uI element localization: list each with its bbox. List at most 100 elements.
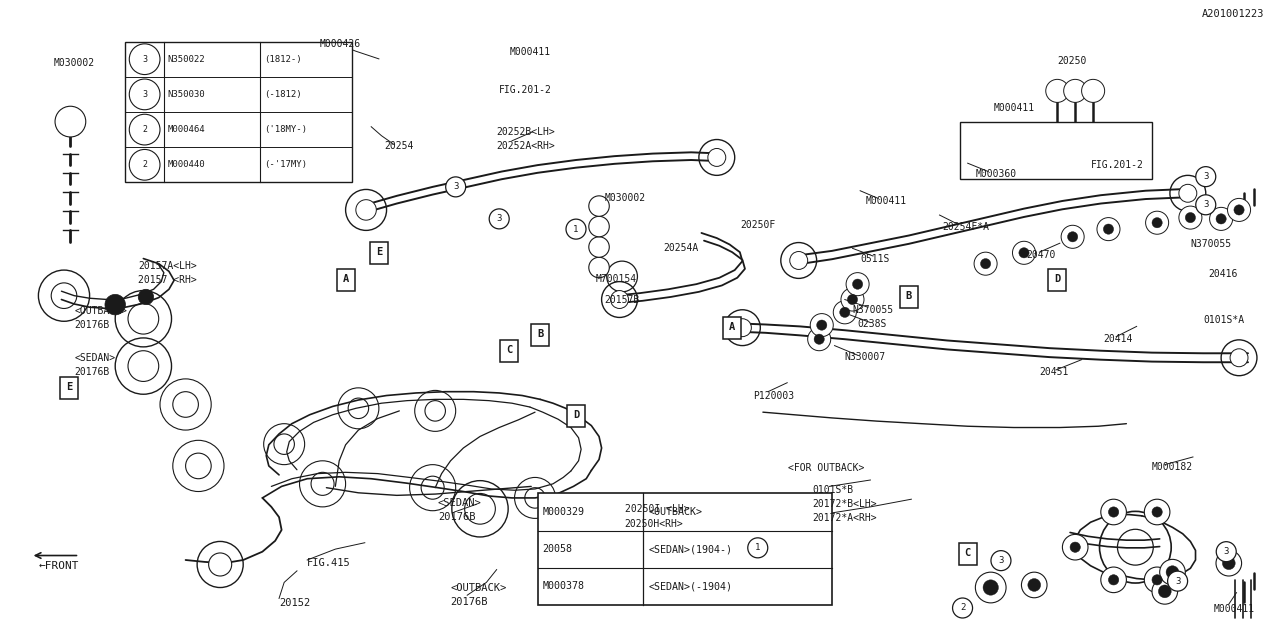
Bar [531, 324, 549, 346]
Text: 1: 1 [755, 543, 760, 552]
Bar [1048, 269, 1066, 291]
Text: P120003: P120003 [753, 390, 794, 401]
Text: (1812-): (1812-) [264, 54, 301, 64]
Text: 20254A: 20254A [663, 243, 699, 253]
Text: ('18MY-): ('18MY-) [264, 125, 307, 134]
Text: M000378: M000378 [543, 581, 585, 591]
Text: 20152: 20152 [279, 598, 310, 608]
Circle shape [841, 288, 864, 311]
Text: M000440: M000440 [168, 160, 205, 170]
Text: M000329: M000329 [543, 507, 585, 517]
Text: 20172*B<LH>: 20172*B<LH> [813, 499, 877, 509]
Circle shape [1179, 184, 1197, 202]
Text: 20470: 20470 [1027, 250, 1056, 260]
Circle shape [1179, 206, 1202, 229]
Circle shape [840, 307, 850, 317]
Circle shape [1068, 232, 1078, 242]
Text: E: E [376, 248, 381, 257]
Text: <FOR OUTBACK>: <FOR OUTBACK> [788, 463, 865, 474]
Circle shape [209, 553, 232, 576]
Circle shape [991, 550, 1011, 571]
Circle shape [105, 294, 125, 315]
Circle shape [129, 114, 160, 145]
Circle shape [1070, 542, 1080, 552]
Circle shape [817, 320, 827, 330]
Text: 20176B: 20176B [438, 512, 475, 522]
Text: M000411: M000411 [993, 102, 1034, 113]
Text: N330007: N330007 [845, 352, 886, 362]
Bar [723, 317, 741, 339]
Circle shape [1103, 224, 1114, 234]
Circle shape [55, 106, 86, 137]
Text: 2: 2 [142, 160, 147, 170]
Circle shape [852, 279, 863, 289]
Bar [370, 243, 388, 264]
Circle shape [1216, 550, 1242, 576]
Circle shape [1108, 575, 1119, 585]
Text: 3: 3 [1175, 577, 1180, 586]
Text: (-1812): (-1812) [264, 90, 301, 99]
Text: E: E [67, 382, 72, 392]
Text: M000360: M000360 [975, 169, 1016, 179]
Circle shape [1196, 166, 1216, 187]
Text: 20414: 20414 [1103, 334, 1133, 344]
Circle shape [1160, 559, 1185, 585]
Circle shape [1108, 507, 1119, 517]
Circle shape [1082, 79, 1105, 102]
Text: A: A [343, 275, 348, 284]
Text: <SEDAN>(1904-): <SEDAN>(1904-) [649, 544, 733, 554]
Text: 20157B: 20157B [604, 294, 640, 305]
Text: 1: 1 [573, 225, 579, 234]
Text: FIG.415: FIG.415 [307, 558, 351, 568]
Text: 20254: 20254 [384, 141, 413, 151]
Circle shape [810, 314, 833, 337]
Text: (-'17MY): (-'17MY) [264, 160, 307, 170]
Circle shape [566, 219, 586, 239]
Circle shape [1222, 557, 1235, 570]
Circle shape [1028, 579, 1041, 591]
Circle shape [1152, 218, 1162, 228]
Text: 3: 3 [453, 182, 458, 191]
Circle shape [1097, 218, 1120, 241]
Circle shape [814, 334, 824, 344]
Circle shape [589, 237, 609, 257]
Bar [337, 269, 355, 291]
Text: 3: 3 [497, 214, 502, 223]
Circle shape [589, 196, 609, 216]
Bar [538, 493, 832, 605]
Circle shape [833, 301, 856, 324]
Circle shape [1101, 499, 1126, 525]
Circle shape [611, 291, 628, 308]
Text: A: A [730, 322, 735, 332]
Text: M700154: M700154 [595, 274, 636, 284]
Circle shape [1228, 198, 1251, 221]
Circle shape [1144, 499, 1170, 525]
Circle shape [129, 44, 160, 75]
Text: M000464: M000464 [168, 125, 205, 134]
Circle shape [790, 252, 808, 269]
Text: 20250F: 20250F [740, 220, 776, 230]
Circle shape [489, 209, 509, 229]
Text: M030002: M030002 [54, 58, 95, 68]
Circle shape [1046, 79, 1069, 102]
Circle shape [1101, 567, 1126, 593]
Bar [500, 340, 518, 362]
Text: <OUTBACK>: <OUTBACK> [451, 582, 507, 593]
Text: M000182: M000182 [1152, 462, 1193, 472]
Circle shape [1185, 212, 1196, 223]
Text: <SEDAN>: <SEDAN> [74, 353, 115, 364]
Circle shape [808, 328, 831, 351]
Circle shape [1064, 79, 1087, 102]
Text: M030002: M030002 [604, 193, 645, 204]
Text: B: B [538, 330, 543, 339]
Circle shape [1012, 241, 1036, 264]
Text: C: C [965, 548, 970, 558]
Bar [60, 377, 78, 399]
Circle shape [1152, 507, 1162, 517]
Text: 3: 3 [1203, 200, 1208, 209]
Text: 0101S*B: 0101S*B [813, 485, 854, 495]
Text: A201001223: A201001223 [1202, 9, 1265, 19]
Circle shape [356, 200, 376, 220]
Bar [900, 286, 918, 308]
Circle shape [708, 148, 726, 166]
